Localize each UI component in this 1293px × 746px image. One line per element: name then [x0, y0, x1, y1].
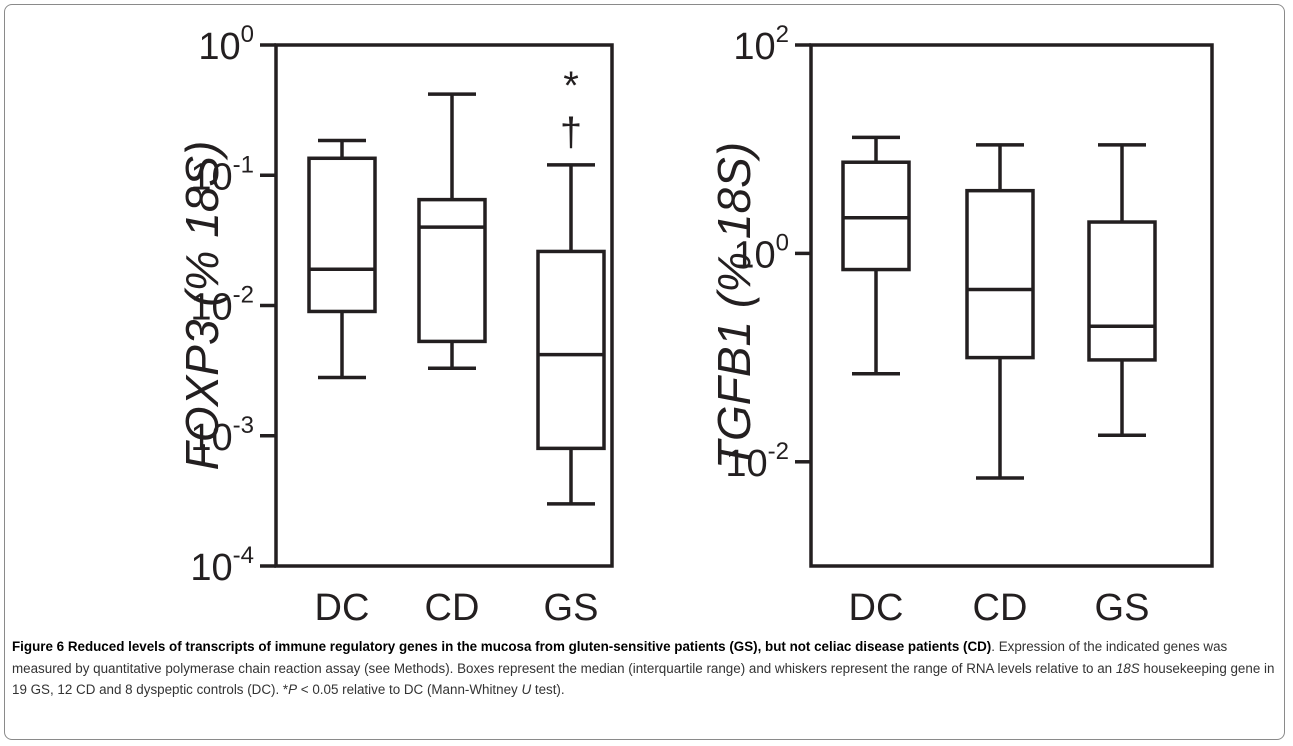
box-cd-iqr — [417, 197, 487, 344]
y-tick-label: 10-3 — [190, 412, 254, 459]
significance-marker: † — [560, 111, 582, 155]
box-cd-iqr — [965, 188, 1035, 360]
y-tick-label: 102 — [733, 21, 789, 68]
foxp3-y-axis-title: FOXP3 (% 18S) — [176, 141, 228, 471]
tick-exponent: -4 — [233, 542, 254, 569]
tick-base: 10 — [733, 26, 775, 68]
tick-base: 10 — [190, 417, 232, 459]
tick-exponent: -3 — [233, 412, 254, 439]
tick-base: 10 — [725, 443, 767, 485]
caption-text-4: test). — [531, 682, 565, 697]
tgfb1-y-axis-title: TGFB1 (% 18S) — [708, 142, 760, 469]
y-tick-label: 100 — [733, 229, 789, 276]
tick-exponent: -1 — [233, 151, 254, 178]
significance-marker: * — [563, 64, 579, 108]
tick-exponent: 2 — [776, 21, 789, 48]
box-gs-iqr — [1087, 220, 1157, 362]
y-tick-label: 10-1 — [190, 151, 254, 198]
figure-frame — [4, 4, 1285, 740]
tgfb1-plot-frame — [809, 43, 1214, 568]
box-gs-iqr — [536, 249, 606, 451]
tick-exponent: 0 — [241, 21, 254, 48]
caption-gene-18s: 18S — [1115, 660, 1140, 676]
figure-caption: Figure 6 Reduced levels of transcripts o… — [12, 636, 1284, 701]
tick-base: 10 — [733, 234, 775, 276]
caption-u-symbol: U — [521, 682, 532, 697]
tick-exponent: 0 — [776, 229, 789, 256]
tick-base: 10 — [190, 287, 232, 329]
tick-base: 10 — [190, 547, 232, 589]
category-label-cd: CD — [425, 587, 480, 629]
category-label-dc: DC — [315, 587, 370, 629]
caption-p-symbol: P — [288, 682, 298, 697]
y-tick-label: 10-2 — [190, 282, 254, 329]
figure-title: Reduced levels of transcripts of immune … — [67, 639, 992, 654]
tick-exponent: -2 — [233, 282, 254, 309]
tick-base: 10 — [190, 156, 232, 198]
category-label-dc: DC — [849, 587, 904, 629]
y-tick-label: 100 — [198, 21, 254, 68]
category-label-cd: CD — [973, 587, 1028, 629]
box-dc-iqr — [307, 156, 377, 314]
caption-text-1: . Expression of the indicated genes was … — [12, 639, 1228, 676]
figure-label: Figure 6 — [12, 639, 65, 654]
category-label-gs: GS — [544, 587, 599, 629]
y-tick-label: 10-2 — [725, 438, 789, 485]
box-dc-iqr — [841, 160, 911, 272]
tick-exponent: -2 — [768, 438, 789, 465]
y-tick-label: 10-4 — [190, 542, 254, 589]
category-label-gs: GS — [1095, 587, 1150, 629]
caption-text-3: < 0.05 relative to DC (Mann-Whitney — [297, 682, 522, 697]
caption-text-2: housekeeping gene in 19 GS, 12 CD and 8 … — [12, 660, 1275, 698]
tick-base: 10 — [198, 26, 240, 68]
